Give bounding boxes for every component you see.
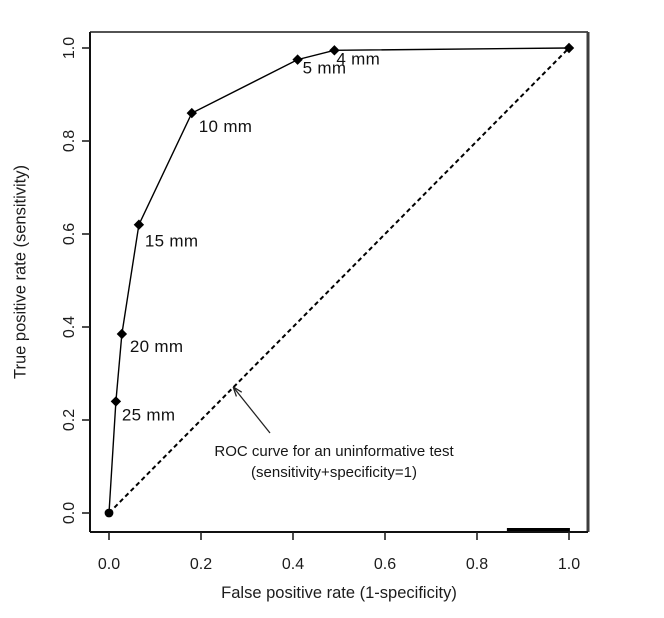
point-label: 10 mm bbox=[199, 117, 252, 136]
y-tick-label: 0.4 bbox=[61, 316, 78, 338]
data-point-marker bbox=[292, 54, 303, 65]
chance-diagonal-line bbox=[108, 47, 570, 514]
x-tick-label: 0.0 bbox=[98, 556, 120, 573]
y-axis-label: True positive rate (sensitivity) bbox=[11, 165, 30, 379]
y-tick-label: 0.8 bbox=[61, 130, 78, 152]
x-axis-label: False positive rate (1-specificity) bbox=[221, 584, 457, 602]
data-point-marker bbox=[186, 107, 197, 119]
x-tick-label: 0.6 bbox=[374, 556, 396, 573]
annotation-arrowhead bbox=[232, 386, 243, 393]
x-tick-label: 0.8 bbox=[466, 556, 488, 573]
annotation-arrowhead bbox=[232, 386, 238, 397]
annotation-arrow-shaft bbox=[232, 386, 271, 434]
annotation-line-2: (sensitivity+specificity=1) bbox=[251, 464, 417, 481]
x-tick-label: 0.4 bbox=[282, 556, 304, 573]
empirical-roc-curve-line bbox=[108, 47, 570, 514]
data-point-marker bbox=[329, 45, 340, 56]
diagonal-annotation: ROC curve for an uninformative test (sen… bbox=[174, 441, 494, 483]
point-label: 4 mm bbox=[336, 49, 380, 68]
y-tick-label: 0.0 bbox=[61, 502, 78, 524]
annotation-line-1: ROC curve for an uninformative test bbox=[214, 443, 454, 460]
point-label: 25 mm bbox=[122, 405, 175, 424]
x-tick-label: 0.2 bbox=[190, 556, 212, 573]
point-label: 15 mm bbox=[145, 232, 198, 251]
data-point-marker bbox=[116, 328, 128, 340]
data-point-marker bbox=[110, 396, 122, 407]
x-tick-label: 1.0 bbox=[558, 556, 580, 573]
data-point-marker bbox=[133, 219, 145, 230]
y-tick-label: 0.2 bbox=[61, 409, 78, 431]
point-label: 20 mm bbox=[130, 337, 183, 356]
y-tick-label: 0.6 bbox=[61, 223, 78, 245]
point-label: 5 mm bbox=[303, 59, 347, 78]
y-tick-label: 1.0 bbox=[61, 37, 78, 59]
